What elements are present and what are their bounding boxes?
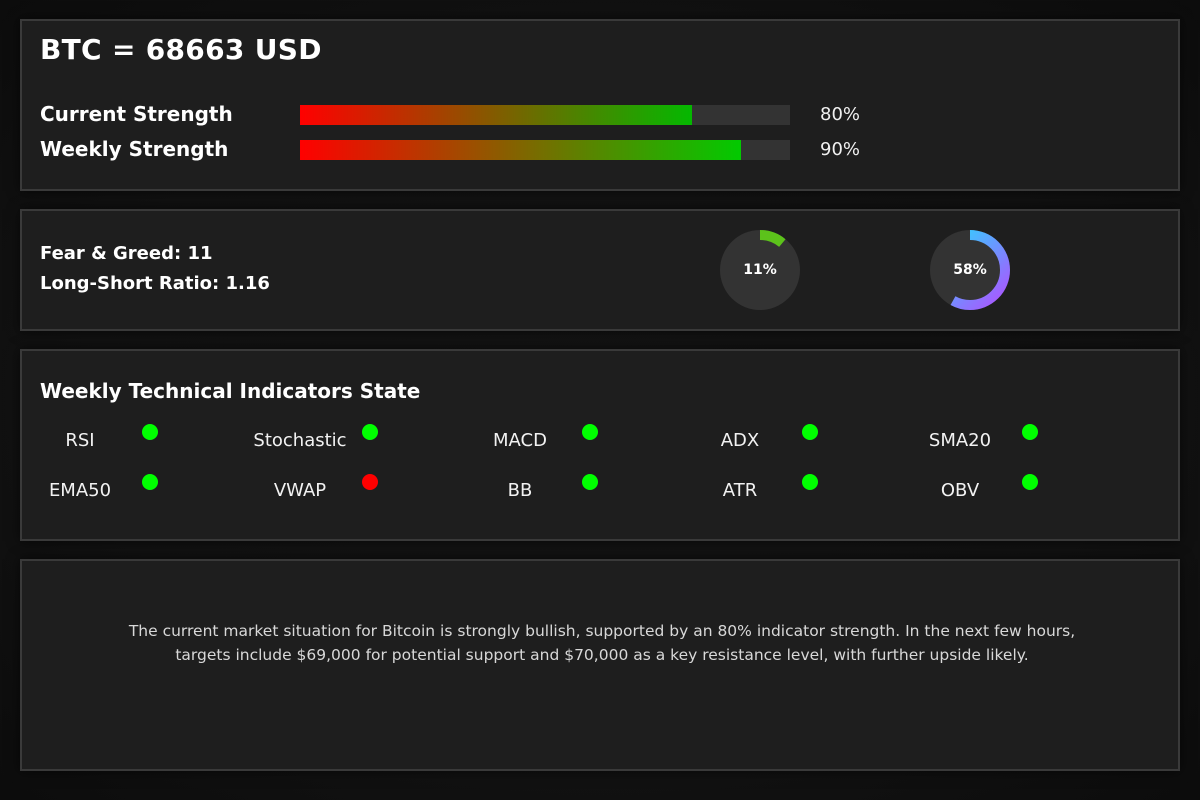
indicator-stochastic-label: Stochastic	[253, 430, 347, 451]
current-strength-percent: 80%	[820, 104, 861, 125]
indicator-ema50-status	[142, 474, 158, 490]
weekly-strength-fill	[300, 140, 741, 160]
price-title: BTC = 68663 USD	[40, 33, 322, 66]
indicator-atr-label: ATR	[722, 480, 758, 501]
indicator-macd-status	[582, 424, 598, 440]
indicator-vwap-status	[362, 474, 378, 490]
weekly-strength-bar	[300, 140, 790, 160]
indicator-bb-label: BB	[507, 480, 533, 501]
price-panel: BTC = 68663 USD Current Strength 80% Wee…	[20, 19, 1180, 191]
indicator-sma20-status	[1022, 424, 1038, 440]
long-short-text: Long-Short Ratio: 1.16	[40, 273, 270, 294]
summary-text: The current market situation for Bitcoin…	[82, 619, 1122, 667]
fear-greed-gauge-value: 11%	[743, 262, 777, 278]
weekly-strength-percent: 90%	[820, 139, 861, 160]
indicator-adx-status	[802, 424, 818, 440]
fear-greed-gauge: 11%	[720, 230, 800, 310]
indicator-atr-status	[802, 474, 818, 490]
indicator-bb-status	[582, 474, 598, 490]
indicator-adx-label: ADX	[720, 430, 760, 451]
long-short-gauge: 58%	[930, 230, 1010, 310]
indicator-obv-status	[1022, 474, 1038, 490]
indicators-panel: Weekly Technical Indicators State RSI St…	[20, 349, 1180, 541]
indicator-sma20-label: SMA20	[928, 430, 992, 451]
fear-greed-text: Fear & Greed: 11	[40, 243, 213, 264]
current-strength-label: Current Strength	[40, 102, 233, 126]
indicator-macd-label: MACD	[493, 430, 547, 451]
indicators-title: Weekly Technical Indicators State	[40, 379, 421, 403]
current-strength-fill	[300, 105, 692, 125]
indicator-obv-label: OBV	[940, 480, 980, 501]
current-strength-bar	[300, 105, 790, 125]
summary-line-1: The current market situation for Bitcoin…	[128, 622, 1076, 640]
summary-line-2: targets include $69,000 for potential su…	[175, 646, 1029, 664]
indicator-vwap-label: VWAP	[273, 480, 327, 501]
sentiment-panel: Fear & Greed: 11 Long-Short Ratio: 1.16 …	[20, 209, 1180, 331]
summary-panel: The current market situation for Bitcoin…	[20, 559, 1180, 771]
long-short-gauge-value: 58%	[953, 262, 987, 278]
indicator-stochastic-status	[362, 424, 378, 440]
indicator-rsi-label: RSI	[65, 430, 95, 451]
indicator-ema50-label: EMA50	[48, 480, 112, 501]
indicator-rsi-status	[142, 424, 158, 440]
weekly-strength-label: Weekly Strength	[40, 137, 229, 161]
